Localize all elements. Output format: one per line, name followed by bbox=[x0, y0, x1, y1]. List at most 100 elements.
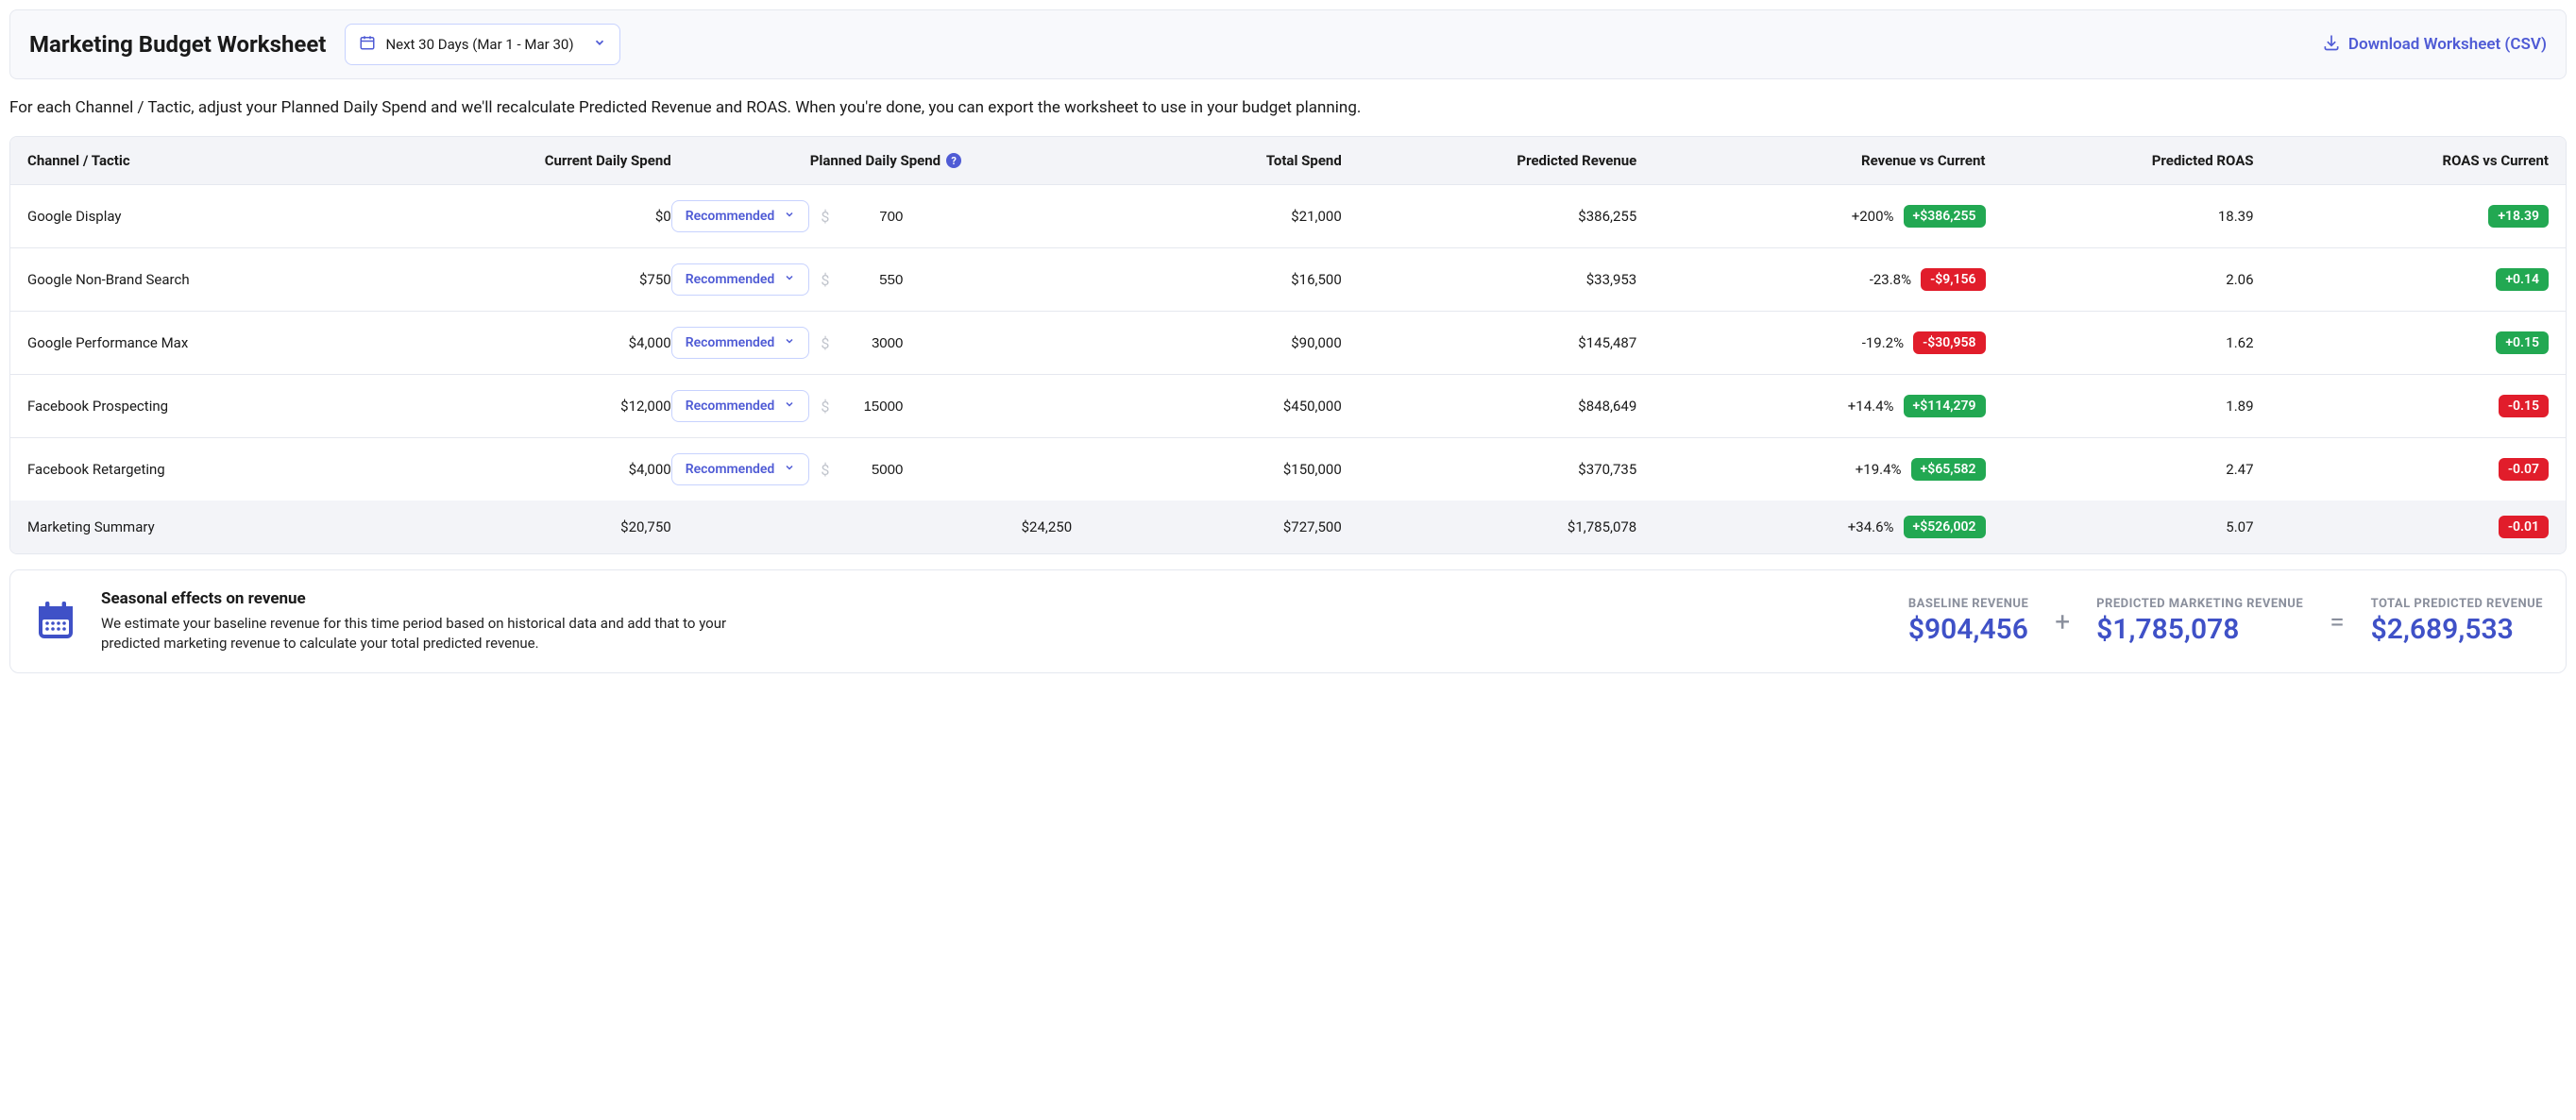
summary-roas-badge: -0.01 bbox=[2499, 516, 2549, 538]
planned-spend-input-wrap: $ bbox=[821, 334, 903, 352]
footer-metrics: BASELINE REVENUE $904,456 + PREDICTED MA… bbox=[1908, 597, 2543, 646]
recommended-label: Recommended bbox=[686, 399, 775, 414]
channel-name: Google Display bbox=[27, 208, 403, 225]
recommended-dropdown[interactable]: Recommended bbox=[671, 200, 810, 232]
revenue-badge: +$386,255 bbox=[1904, 205, 1986, 228]
col-channel: Channel / Tactic bbox=[27, 152, 403, 169]
col-total-spend: Total Spend bbox=[1100, 152, 1342, 169]
planned-spend-input[interactable] bbox=[837, 462, 903, 478]
total-spend: $150,000 bbox=[1100, 461, 1342, 478]
date-range-label: Next 30 Days (Mar 1 - Mar 30) bbox=[385, 36, 573, 53]
summary-revenue-pct: +34.6% bbox=[1848, 518, 1894, 535]
predicted-marketing-metric: PREDICTED MARKETING REVENUE $1,785,078 bbox=[2096, 597, 2303, 646]
recommended-dropdown[interactable]: Recommended bbox=[671, 453, 810, 485]
col-predicted-revenue: Predicted Revenue bbox=[1342, 152, 1636, 169]
page-title: Marketing Budget Worksheet bbox=[29, 31, 326, 58]
roas-badge: -0.07 bbox=[2499, 458, 2549, 481]
planned-spend-input-wrap: $ bbox=[821, 271, 903, 289]
chevron-down-icon bbox=[784, 462, 795, 477]
recommended-dropdown[interactable]: Recommended bbox=[671, 263, 810, 296]
seasonal-description: We estimate your baseline revenue for th… bbox=[101, 614, 751, 653]
summary-label: Marketing Summary bbox=[27, 518, 403, 535]
recommended-label: Recommended bbox=[686, 462, 775, 477]
seasonal-text-block: Seasonal effects on revenue We estimate … bbox=[101, 589, 751, 653]
summary-revenue-vs: +34.6% +$526,002 bbox=[1636, 516, 1985, 538]
roas-vs-current: +0.15 bbox=[2254, 331, 2549, 354]
calendar-large-icon bbox=[33, 597, 78, 646]
recommended-dropdown[interactable]: Recommended bbox=[671, 390, 810, 422]
predicted-roas: 18.39 bbox=[1986, 208, 2254, 225]
planned-spend-cell: Recommended $ bbox=[671, 263, 1100, 296]
revenue-vs-current: +19.4% +$65,582 bbox=[1636, 458, 1985, 481]
revenue-pct: -19.2% bbox=[1862, 334, 1904, 351]
channel-name: Facebook Prospecting bbox=[27, 398, 403, 415]
predicted-revenue: $848,649 bbox=[1342, 398, 1636, 415]
dollar-icon: $ bbox=[821, 271, 829, 289]
table-row: Google Display $0 Recommended $ $21,000 … bbox=[10, 185, 2566, 248]
summary-roas-vs: -0.01 bbox=[2254, 516, 2549, 538]
summary-predicted-revenue: $1,785,078 bbox=[1342, 518, 1636, 535]
baseline-label: BASELINE REVENUE bbox=[1908, 597, 2028, 611]
table-row: Google Performance Max $4,000 Recommende… bbox=[10, 312, 2566, 375]
recommended-label: Recommended bbox=[686, 272, 775, 287]
planned-spend-input-wrap: $ bbox=[821, 208, 903, 226]
roas-badge: +18.39 bbox=[2488, 205, 2549, 228]
download-label: Download Worksheet (CSV) bbox=[2348, 35, 2547, 54]
table-row: Google Non-Brand Search $750 Recommended… bbox=[10, 248, 2566, 312]
instructions-text: For each Channel / Tactic, adjust your P… bbox=[9, 98, 2567, 117]
planned-spend-input[interactable] bbox=[837, 399, 903, 415]
dollar-icon: $ bbox=[821, 208, 829, 226]
plus-operator: + bbox=[2055, 606, 2070, 637]
planned-spend-input[interactable] bbox=[837, 209, 903, 225]
planned-spend-input[interactable] bbox=[837, 272, 903, 288]
roas-vs-current: +0.14 bbox=[2254, 268, 2549, 291]
predicted-roas: 2.06 bbox=[1986, 271, 2254, 288]
revenue-pct: +14.4% bbox=[1848, 398, 1894, 415]
revenue-badge: +$65,582 bbox=[1911, 458, 1986, 481]
predicted-roas: 2.47 bbox=[1986, 461, 2254, 478]
worksheet-table: Channel / Tactic Current Daily Spend Pla… bbox=[9, 136, 2567, 554]
calendar-icon bbox=[359, 34, 376, 55]
revenue-badge: -$30,958 bbox=[1913, 331, 1985, 354]
header-bar: Marketing Budget Worksheet Next 30 Days … bbox=[9, 9, 2567, 79]
current-daily-spend: $750 bbox=[403, 271, 671, 288]
total-spend: $16,500 bbox=[1100, 271, 1342, 288]
planned-spend-input-wrap: $ bbox=[821, 398, 903, 416]
col-planned-spend: Planned Daily Spend ? bbox=[671, 152, 1100, 169]
col-roas-vs-current: ROAS vs Current bbox=[2254, 152, 2549, 169]
download-icon bbox=[2322, 33, 2341, 57]
revenue-pct: +200% bbox=[1852, 208, 1894, 225]
channel-name: Google Performance Max bbox=[27, 334, 403, 351]
baseline-value: $904,456 bbox=[1908, 613, 2028, 646]
revenue-vs-current: +14.4% +$114,279 bbox=[1636, 395, 1985, 417]
total-predicted-metric: TOTAL PREDICTED REVENUE $2,689,533 bbox=[2371, 597, 2543, 646]
chevron-down-icon bbox=[784, 209, 795, 224]
planned-spend-input[interactable] bbox=[837, 335, 903, 351]
col-current-spend: Current Daily Spend bbox=[403, 152, 671, 169]
channel-name: Google Non-Brand Search bbox=[27, 271, 403, 288]
predicted-roas: 1.62 bbox=[1986, 334, 2254, 351]
chevron-down-icon bbox=[784, 272, 795, 287]
total-predicted-label: TOTAL PREDICTED REVENUE bbox=[2371, 597, 2543, 611]
revenue-pct: +19.4% bbox=[1856, 461, 1902, 478]
col-predicted-roas: Predicted ROAS bbox=[1986, 152, 2254, 169]
download-worksheet-link[interactable]: Download Worksheet (CSV) bbox=[2322, 33, 2547, 57]
summary-current-spend: $20,750 bbox=[403, 518, 671, 535]
recommended-label: Recommended bbox=[686, 335, 775, 350]
current-daily-spend: $0 bbox=[403, 208, 671, 225]
recommended-dropdown[interactable]: Recommended bbox=[671, 327, 810, 359]
predicted-revenue: $33,953 bbox=[1342, 271, 1636, 288]
planned-spend-cell: Recommended $ bbox=[671, 453, 1100, 485]
date-range-picker[interactable]: Next 30 Days (Mar 1 - Mar 30) bbox=[345, 24, 619, 65]
roas-badge: -0.15 bbox=[2499, 395, 2549, 417]
revenue-vs-current: -23.8% -$9,156 bbox=[1636, 268, 1985, 291]
chevron-down-icon bbox=[784, 399, 795, 414]
help-icon[interactable]: ? bbox=[946, 153, 961, 168]
summary-row: Marketing Summary $20,750 $24,250 $727,5… bbox=[10, 501, 2566, 553]
seasonal-title: Seasonal effects on revenue bbox=[101, 589, 751, 608]
dollar-icon: $ bbox=[821, 461, 829, 479]
total-spend: $450,000 bbox=[1100, 398, 1342, 415]
planned-spend-cell: Recommended $ bbox=[671, 390, 1100, 422]
roas-vs-current: +18.39 bbox=[2254, 205, 2549, 228]
dollar-icon: $ bbox=[821, 398, 829, 416]
